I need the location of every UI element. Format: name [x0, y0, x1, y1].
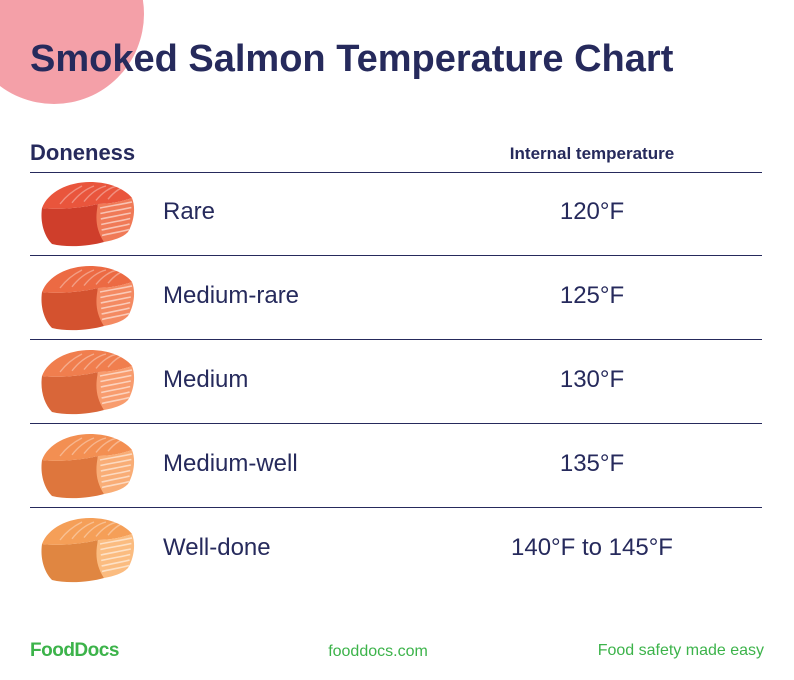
doneness-label: Well-done — [163, 534, 271, 561]
temperature-value: 140°F to 145°F — [511, 534, 673, 561]
website-url: fooddocs.com — [328, 643, 428, 660]
doneness-label: Medium-well — [163, 450, 298, 477]
fooddocs-logo: FoodDocs — [30, 640, 119, 661]
doneness-label: Medium-rare — [163, 282, 300, 309]
temperature-value: 130°F — [559, 366, 625, 393]
salmon-fillet-icon — [41, 434, 135, 499]
temperature-table: Rare 120°F Medium-rare 125°F Medium 130°F Medi… — [30, 172, 762, 591]
table-row: Rare 120°F — [30, 172, 762, 256]
doneness-column-header: Doneness — [30, 140, 136, 165]
temperature-column-header: Internal temperature — [509, 144, 675, 163]
temperature-value: 125°F — [559, 282, 625, 309]
doneness-label: Rare — [163, 198, 216, 225]
salmon-fillet-icon — [41, 518, 135, 583]
table-row: Medium-well 135°F — [30, 424, 762, 508]
doneness-label: Medium — [163, 366, 249, 393]
temperature-value: 135°F — [559, 450, 625, 477]
table-header: Doneness Internal temperature — [30, 132, 762, 173]
salmon-fillet-icon — [41, 266, 135, 331]
table-row: Well-done 140°F to 145°F — [30, 508, 762, 591]
temperature-value: 120°F — [559, 198, 625, 225]
table-row: Medium 130°F — [30, 340, 762, 424]
table-row: Medium-rare 125°F — [30, 256, 762, 340]
tagline: Food safety made easy — [597, 642, 764, 659]
page-title: Smoked Salmon Temperature Chart — [30, 38, 674, 80]
salmon-fillet-icon — [41, 182, 135, 247]
salmon-fillet-icon — [41, 350, 135, 415]
